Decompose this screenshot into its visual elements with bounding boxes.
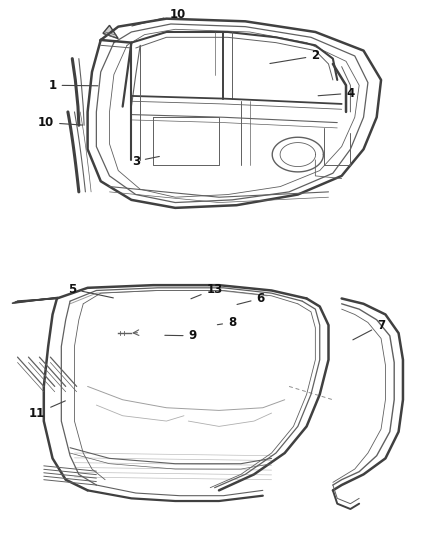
Text: 6: 6	[237, 292, 265, 305]
Text: 10: 10	[132, 8, 186, 26]
Text: 1: 1	[49, 79, 98, 92]
Text: 2: 2	[270, 50, 319, 63]
Text: 11: 11	[29, 401, 65, 419]
Text: 5: 5	[68, 282, 113, 298]
Text: 7: 7	[353, 319, 385, 340]
Text: 13: 13	[191, 282, 223, 299]
Polygon shape	[103, 25, 118, 39]
Text: 4: 4	[318, 87, 354, 100]
Text: 9: 9	[165, 329, 197, 342]
Text: 8: 8	[217, 316, 236, 329]
Text: 10: 10	[38, 116, 83, 129]
Text: 3: 3	[132, 155, 159, 168]
